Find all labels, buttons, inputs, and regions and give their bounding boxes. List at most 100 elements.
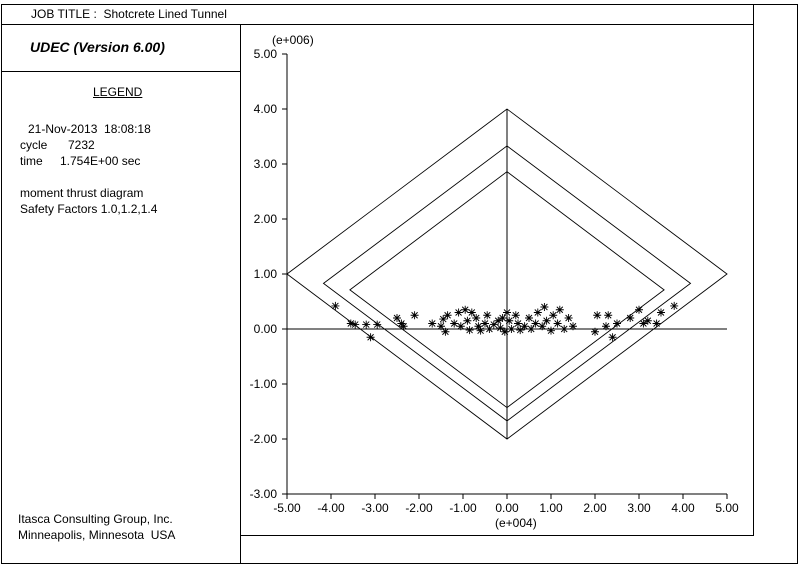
data-point (503, 308, 511, 317)
data-point (476, 326, 485, 335)
data-point (393, 314, 401, 322)
x-tick-label: -3.00 (361, 501, 389, 515)
data-point (527, 325, 536, 333)
data-point (639, 319, 648, 328)
y-tick-label: 1.00 (254, 267, 278, 281)
y-tick-label: 5.00 (254, 47, 278, 61)
data-point (465, 326, 474, 335)
plot-panel (240, 24, 754, 536)
data-point (591, 327, 599, 336)
data-point (547, 326, 555, 335)
data-point (505, 316, 514, 325)
y-tick-label: -3.00 (250, 487, 278, 501)
data-point (399, 322, 408, 331)
data-point (613, 319, 621, 328)
data-point (514, 319, 522, 328)
data-point (555, 305, 564, 314)
data-point (500, 327, 509, 336)
data-point (366, 333, 375, 342)
data-point (467, 308, 476, 317)
data-point (331, 301, 340, 310)
data-point (564, 314, 573, 322)
data-point (410, 311, 419, 320)
data-point (474, 322, 483, 331)
x-tick-label: 0.00 (495, 501, 519, 515)
data-point (498, 314, 507, 322)
y-tick-label: 3.00 (254, 157, 278, 171)
x-tick-label: -4.00 (317, 501, 345, 515)
data-point (670, 301, 679, 310)
data-point (437, 322, 445, 331)
data-point (560, 325, 569, 333)
y-tick-label: -2.00 (250, 432, 278, 446)
data-point (481, 319, 489, 328)
program-title: UDEC (Version 6.00) (30, 39, 165, 55)
data-point (525, 314, 533, 322)
data-point (520, 322, 529, 331)
data-point (652, 319, 661, 328)
legend-cycle-value: 7232 (68, 138, 95, 152)
legend-cycle-label: cycle (20, 138, 48, 152)
x-tick-label: -5.00 (273, 501, 301, 515)
data-point (626, 314, 635, 322)
x-tick-label: -1.00 (449, 501, 477, 515)
legend-heading: LEGEND (93, 85, 143, 99)
data-point (507, 325, 516, 333)
x-tick-label: 4.00 (671, 501, 695, 515)
data-point (463, 316, 472, 325)
data-point (472, 314, 481, 322)
y-tick-label: 0.00 (254, 322, 278, 336)
x-axis-multiplier-label: (e+004) (495, 516, 537, 530)
data-point (450, 319, 459, 328)
data-point (456, 322, 465, 331)
job-title: JOB TITLE : Shotcrete Lined Tunnel (31, 7, 227, 21)
data-point (489, 320, 498, 329)
legend-time-label: time (20, 154, 43, 168)
data-point (542, 316, 551, 325)
x-tick-label: 5.00 (715, 501, 739, 515)
data-point (351, 320, 360, 329)
data-point (494, 316, 503, 325)
y-tick-label: 2.00 (254, 212, 278, 226)
x-tick-label: 2.00 (583, 501, 607, 515)
data-point (538, 322, 547, 331)
data-point (496, 323, 505, 332)
y-axis-multiplier-label: (e+006) (272, 33, 314, 47)
y-tick-label: 4.00 (254, 102, 278, 116)
data-point (439, 315, 448, 324)
data-point (553, 319, 562, 328)
x-tick-label: -2.00 (405, 501, 433, 515)
data-point (428, 319, 437, 328)
data-point (373, 320, 382, 329)
data-point (569, 322, 577, 331)
data-point (511, 311, 520, 320)
data-point (533, 308, 542, 317)
legend-plot-name: moment thrust diagram (20, 186, 144, 200)
data-point (657, 308, 665, 317)
data-point (531, 319, 540, 328)
data-point (540, 303, 549, 311)
data-point (443, 311, 452, 320)
data-point (485, 325, 494, 333)
footer-location: Minneapolis, Minnesota USA (18, 528, 176, 542)
data-point (516, 326, 525, 335)
envelope-sf-1 (286, 108, 728, 440)
data-point (608, 333, 617, 342)
y-tick-label: -1.00 (250, 377, 278, 391)
legend-date: 21-Nov-2013 18:08:18 (28, 122, 151, 136)
x-tick-label: 3.00 (627, 501, 651, 515)
legend-time-value: 1.754E+00 sec (60, 154, 141, 168)
data-point (602, 322, 610, 331)
data-point (549, 311, 558, 320)
x-tick-label: 1.00 (539, 501, 563, 515)
data-point (441, 327, 450, 336)
data-point (454, 308, 463, 317)
data-point (635, 305, 643, 314)
data-point (346, 319, 355, 328)
data-point (461, 305, 470, 314)
data-point (643, 316, 652, 325)
envelope-sf-1-2 (322, 145, 692, 422)
envelope-sf-1-4 (349, 171, 665, 409)
legend-safety-factors: Safety Factors 1.0,1.2,1.4 (20, 202, 158, 216)
